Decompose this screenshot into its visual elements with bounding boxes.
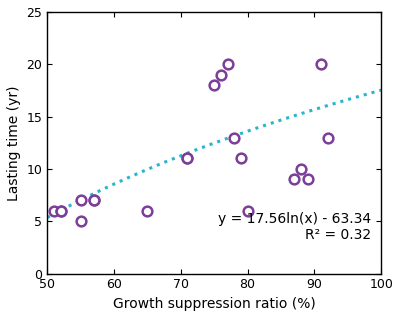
Point xyxy=(291,177,298,182)
Point xyxy=(144,208,151,213)
Point xyxy=(318,62,324,67)
Point xyxy=(298,166,304,171)
Point xyxy=(78,198,84,203)
Point xyxy=(91,198,97,203)
Point xyxy=(57,208,64,213)
Point xyxy=(91,198,97,203)
X-axis label: Growth suppression ratio (%): Growth suppression ratio (%) xyxy=(113,297,316,311)
Y-axis label: Lasting time (yr): Lasting time (yr) xyxy=(7,85,21,201)
Point xyxy=(218,72,224,77)
Point xyxy=(324,135,331,140)
Point xyxy=(78,219,84,224)
Point xyxy=(57,208,64,213)
Point xyxy=(224,62,231,67)
Point xyxy=(184,156,191,161)
Point xyxy=(184,156,191,161)
Point xyxy=(211,83,217,88)
Point xyxy=(304,177,311,182)
Point xyxy=(238,156,244,161)
Point xyxy=(51,208,57,213)
Point xyxy=(231,135,238,140)
Text: y = 17.56ln(x) - 63.34
R² = 0.32: y = 17.56ln(x) - 63.34 R² = 0.32 xyxy=(218,212,371,242)
Point xyxy=(244,208,251,213)
